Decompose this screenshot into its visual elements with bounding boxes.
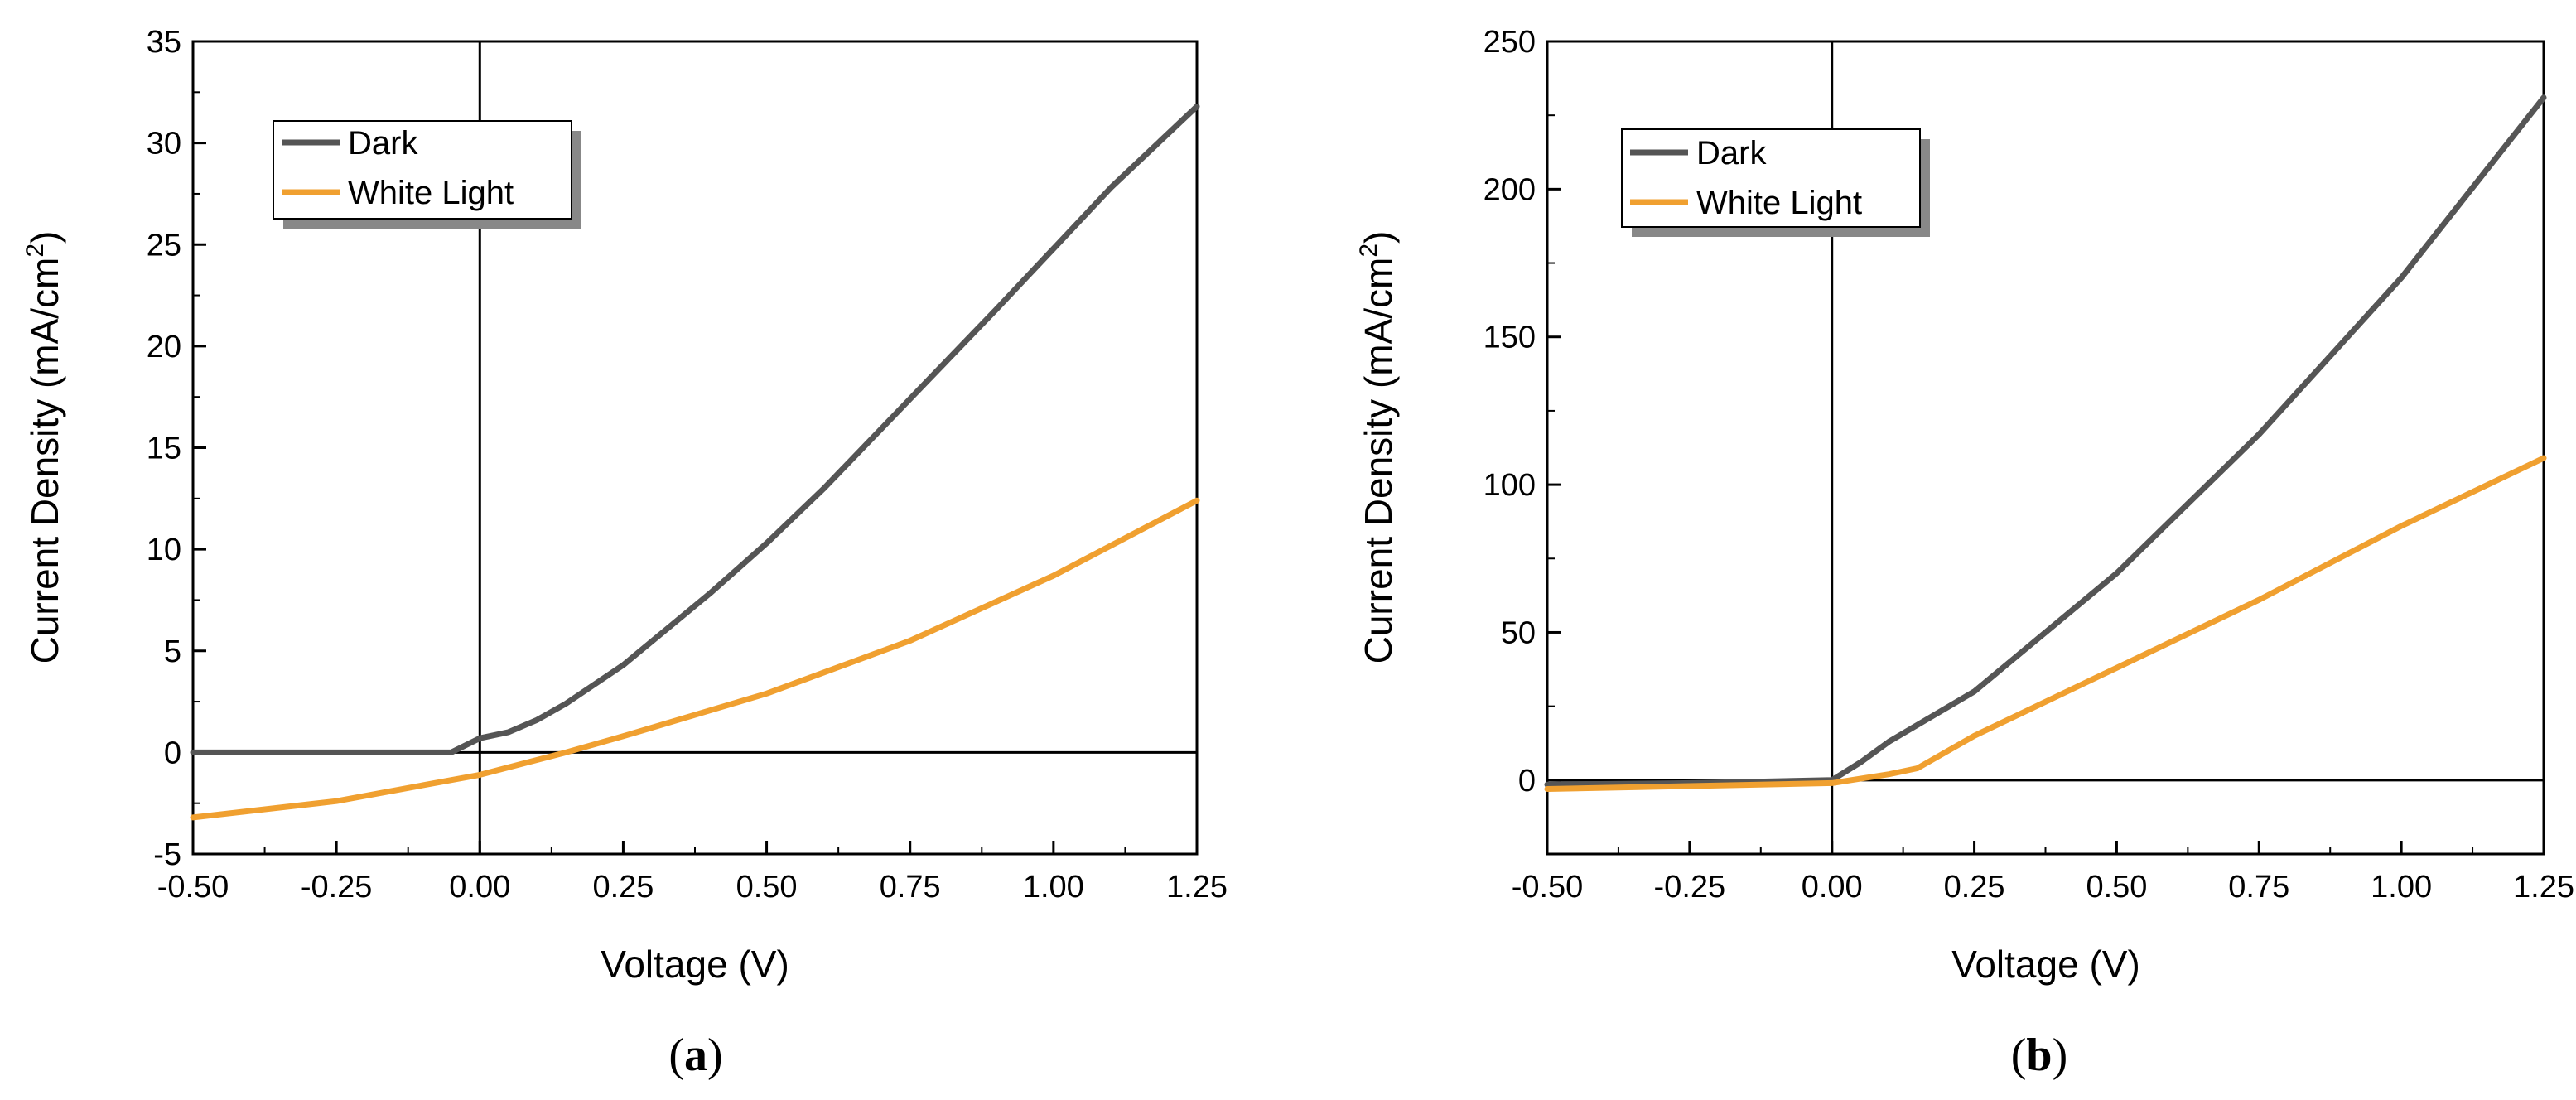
chart-panel-a: -0.50 -0.25 0.00 0.25 0.50 0.75 1.00 1.25 -5 0 5 10…: [22, 25, 1228, 1081]
y-tick-label-a: 20: [147, 330, 181, 364]
series-line-white-light-b: [1544, 455, 2547, 792]
y-axis-title-b: Current Density (mA/cm2): [1355, 231, 1400, 664]
series-line-dark-b: [1544, 94, 2547, 788]
x-tick-label-b: -0.25: [1654, 870, 1726, 905]
y-tick-label-a: 15: [147, 432, 181, 466]
y-tick-label-b: 50: [1501, 615, 1536, 650]
panel-label-a: (a): [668, 1030, 722, 1081]
y-tick-label-b: 0: [1518, 764, 1536, 798]
legend-box-b: [1621, 128, 1921, 228]
y-tick-label-b: 250: [1483, 25, 1536, 60]
legend-label-light-a: White Light: [348, 175, 514, 211]
x-tick-label-a: 1.00: [1023, 870, 1084, 905]
x-tick-label-b: -0.50: [1512, 870, 1584, 905]
y-tick-label-a: 25: [147, 228, 181, 263]
legend-label-dark-b: Dark: [1696, 135, 1767, 171]
x-tick-label-b: 0.00: [1802, 870, 1863, 905]
y-axis-title-a: Current Density (mA/cm2): [22, 231, 66, 664]
x-axis-title-b: Voltage (V): [1951, 943, 2140, 986]
x-tick-label-b: 1.25: [2513, 870, 2574, 905]
legend-label-light-b: White Light: [1696, 185, 1862, 221]
y-tick-label-a: 5: [164, 634, 181, 669]
x-tick-label-a: 0.50: [736, 870, 798, 905]
x-tick-label-b: 0.75: [2228, 870, 2289, 905]
y-tick-label-a: 35: [147, 25, 181, 60]
legend-label-dark-a: Dark: [348, 125, 418, 162]
legend-b: Dark White Light: [1621, 128, 1930, 237]
series-line-white-light-a: [190, 497, 1200, 821]
plot-content-a: -0.50 -0.25 0.00 0.25 0.50 0.75 1.00 1.25 -5 0 5 10…: [147, 25, 1228, 905]
plot-content-b: -0.50 -0.25 0.00 0.25 0.50 0.75 1.00 1.25 0 50 100…: [1483, 25, 2574, 905]
x-tick-label-a: 1.25: [1166, 870, 1228, 905]
x-tick-label-a: -0.25: [301, 870, 373, 905]
legend-box-a: [273, 120, 572, 220]
y-tick-label-b: 200: [1483, 172, 1536, 207]
series-line-dark-a: [190, 104, 1200, 755]
x-tick-label-a: 0.75: [880, 870, 941, 905]
legend-a: Dark White Light: [273, 120, 581, 229]
y-tick-label-a: 30: [147, 127, 181, 162]
chart-panel-b: -0.50 -0.25 0.00 0.25 0.50 0.75 1.00 1.25 0 50 100…: [1355, 25, 2574, 1081]
panel-label-b: (b): [2011, 1030, 2067, 1081]
y-tick-label-a: -5: [153, 837, 181, 872]
x-axis-title-a: Voltage (V): [601, 943, 789, 986]
y-tick-label-b: 100: [1483, 468, 1536, 503]
x-tick-label-b: 0.25: [1944, 870, 2005, 905]
y-tick-label-a: 10: [147, 533, 181, 567]
x-tick-label-b: 1.00: [2371, 870, 2432, 905]
x-tick-label-a: 0.00: [449, 870, 510, 905]
y-tick-label-b: 150: [1483, 321, 1536, 355]
x-tick-label-b: 0.50: [2086, 870, 2147, 905]
x-tick-label-a: -0.50: [157, 870, 229, 905]
y-tick-label-a: 0: [164, 736, 181, 770]
x-tick-label-a: 0.25: [592, 870, 654, 905]
